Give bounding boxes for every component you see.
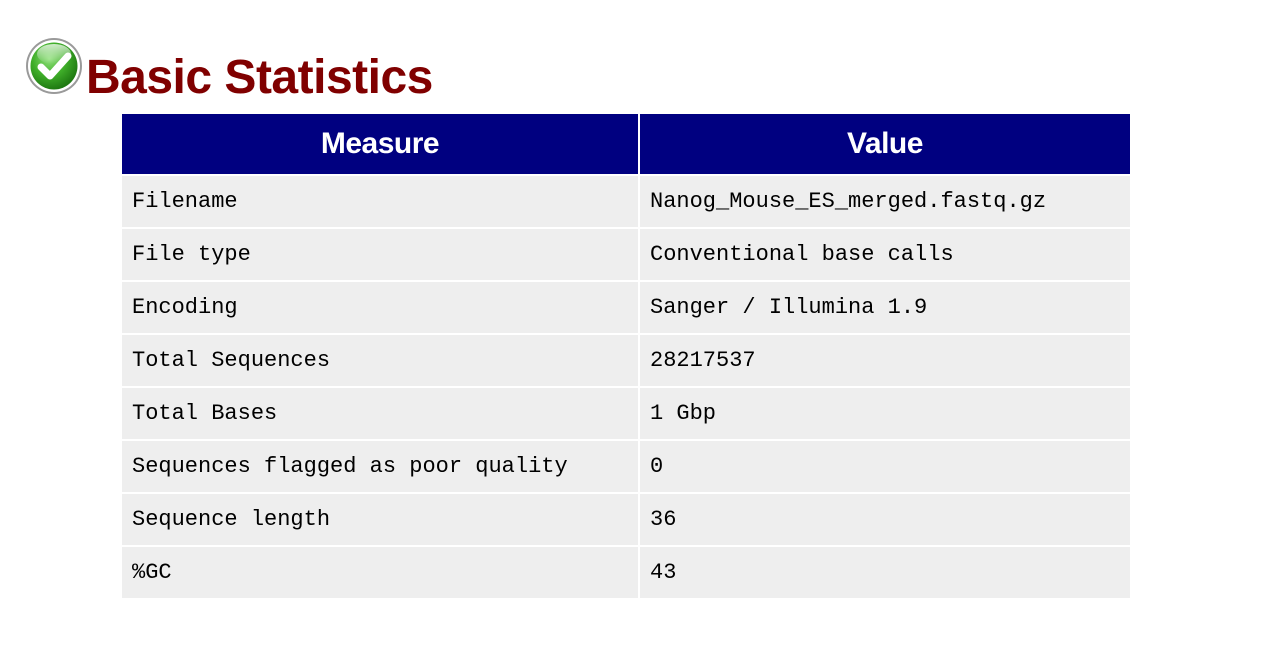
measure-cell: Sequence length — [122, 494, 638, 545]
table-header-row: Measure Value — [122, 114, 1130, 174]
table-row: Total Sequences 28217537 — [122, 335, 1130, 386]
module-heading: Basic Statistics — [24, 36, 504, 106]
table-row: File type Conventional base calls — [122, 229, 1130, 280]
column-header-value: Value — [640, 114, 1130, 174]
measure-cell: Sequences flagged as poor quality — [122, 441, 638, 492]
basic-statistics-table: Measure Value Filename Nanog_Mouse_ES_me… — [120, 112, 1132, 600]
value-cell: 28217537 — [640, 335, 1130, 386]
value-cell: Nanog_Mouse_ES_merged.fastq.gz — [640, 176, 1130, 227]
table-row: Filename Nanog_Mouse_ES_merged.fastq.gz — [122, 176, 1130, 227]
value-cell: 43 — [640, 547, 1130, 598]
measure-cell: File type — [122, 229, 638, 280]
check-circle-icon — [26, 38, 82, 94]
measure-cell: Encoding — [122, 282, 638, 333]
value-cell: 1 Gbp — [640, 388, 1130, 439]
value-cell: Sanger / Illumina 1.9 — [640, 282, 1130, 333]
value-cell: 0 — [640, 441, 1130, 492]
measure-cell: Total Bases — [122, 388, 638, 439]
page-title: Basic Statistics — [86, 51, 433, 104]
table-row: Sequences flagged as poor quality 0 — [122, 441, 1130, 492]
table-row: %GC 43 — [122, 547, 1130, 598]
value-cell: 36 — [640, 494, 1130, 545]
measure-cell: %GC — [122, 547, 638, 598]
table-row: Encoding Sanger / Illumina 1.9 — [122, 282, 1130, 333]
value-cell: Conventional base calls — [640, 229, 1130, 280]
table-row: Total Bases 1 Gbp — [122, 388, 1130, 439]
table-row: Sequence length 36 — [122, 494, 1130, 545]
measure-cell: Filename — [122, 176, 638, 227]
measure-cell: Total Sequences — [122, 335, 638, 386]
column-header-measure: Measure — [122, 114, 638, 174]
